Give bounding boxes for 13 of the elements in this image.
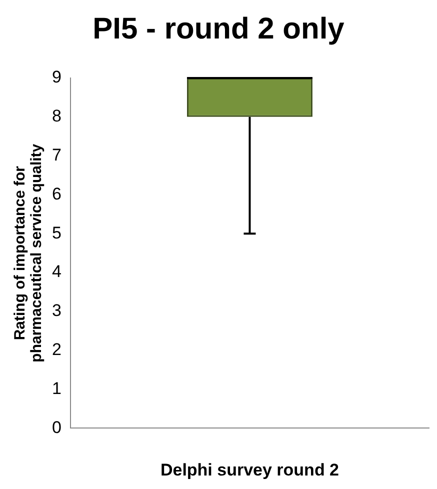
y-tick-label: 6 <box>52 184 62 204</box>
chart-title: PI5 - round 2 only <box>92 12 345 46</box>
y-tick-label: 8 <box>52 106 62 126</box>
y-tick-label: 0 <box>52 418 62 437</box>
y-axis-title: Rating of importance for pharmaceutical service quality <box>11 143 45 362</box>
y-tick-label: 9 <box>52 68 62 87</box>
y-tick-label: 2 <box>52 340 62 360</box>
x-axis-title: Delphi survey round 2 <box>160 460 339 480</box>
y-tick-label: 1 <box>52 378 62 398</box>
y-tick-label: 7 <box>52 146 62 165</box>
y-tick-label: 3 <box>52 301 62 320</box>
y-tick-label: 4 <box>52 262 62 282</box>
y-tick-label: 5 <box>52 223 62 242</box>
